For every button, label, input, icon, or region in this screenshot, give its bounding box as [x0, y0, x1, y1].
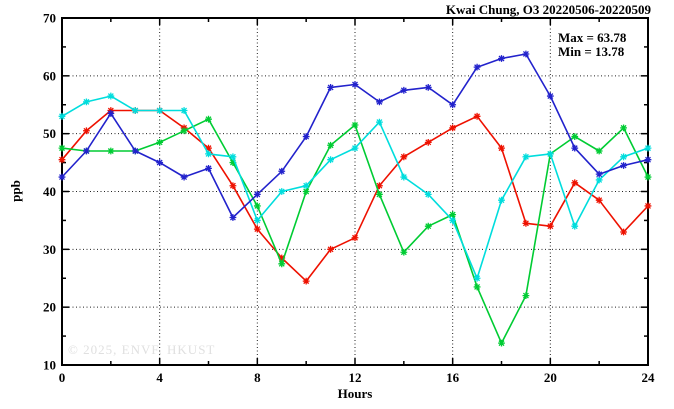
x-tick-label: 12	[349, 370, 362, 385]
y-tick-label: 70	[43, 11, 56, 26]
series-blue-line	[61, 53, 649, 219]
y-tick-label: 60	[43, 68, 56, 83]
min-annotation: Min = 13.78	[558, 44, 625, 59]
series-cyan-markers	[58, 92, 652, 282]
x-tick-label: 20	[544, 370, 557, 385]
x-tick-label: 4	[156, 370, 163, 385]
y-tick-label: 50	[43, 126, 56, 141]
y-tick-label: 20	[43, 300, 56, 315]
y-tick-label: 10	[43, 358, 56, 373]
y-tick-label: 30	[43, 242, 56, 257]
chart-title: Kwai Chung, O3 20220506-20220509	[445, 2, 651, 17]
x-tick-label: 16	[446, 370, 460, 385]
max-min-annotation: Max = 63.78 Min = 13.78	[558, 31, 626, 59]
y-axis-label: ppb	[8, 180, 23, 202]
watermark: © 2025, ENVF, HKUST	[68, 342, 216, 357]
series-red-line	[61, 109, 649, 282]
max-annotation: Max = 63.78	[558, 30, 627, 45]
x-tick-label: 8	[254, 370, 261, 385]
x-tick-label: 24	[642, 370, 656, 385]
series-green-line	[61, 118, 649, 344]
x-axis-label: Hours	[337, 386, 373, 401]
x-tick-label: 0	[59, 370, 66, 385]
y-tick-label: 40	[43, 184, 56, 199]
series-green-markers	[58, 115, 652, 347]
series-blue-markers	[58, 50, 652, 221]
